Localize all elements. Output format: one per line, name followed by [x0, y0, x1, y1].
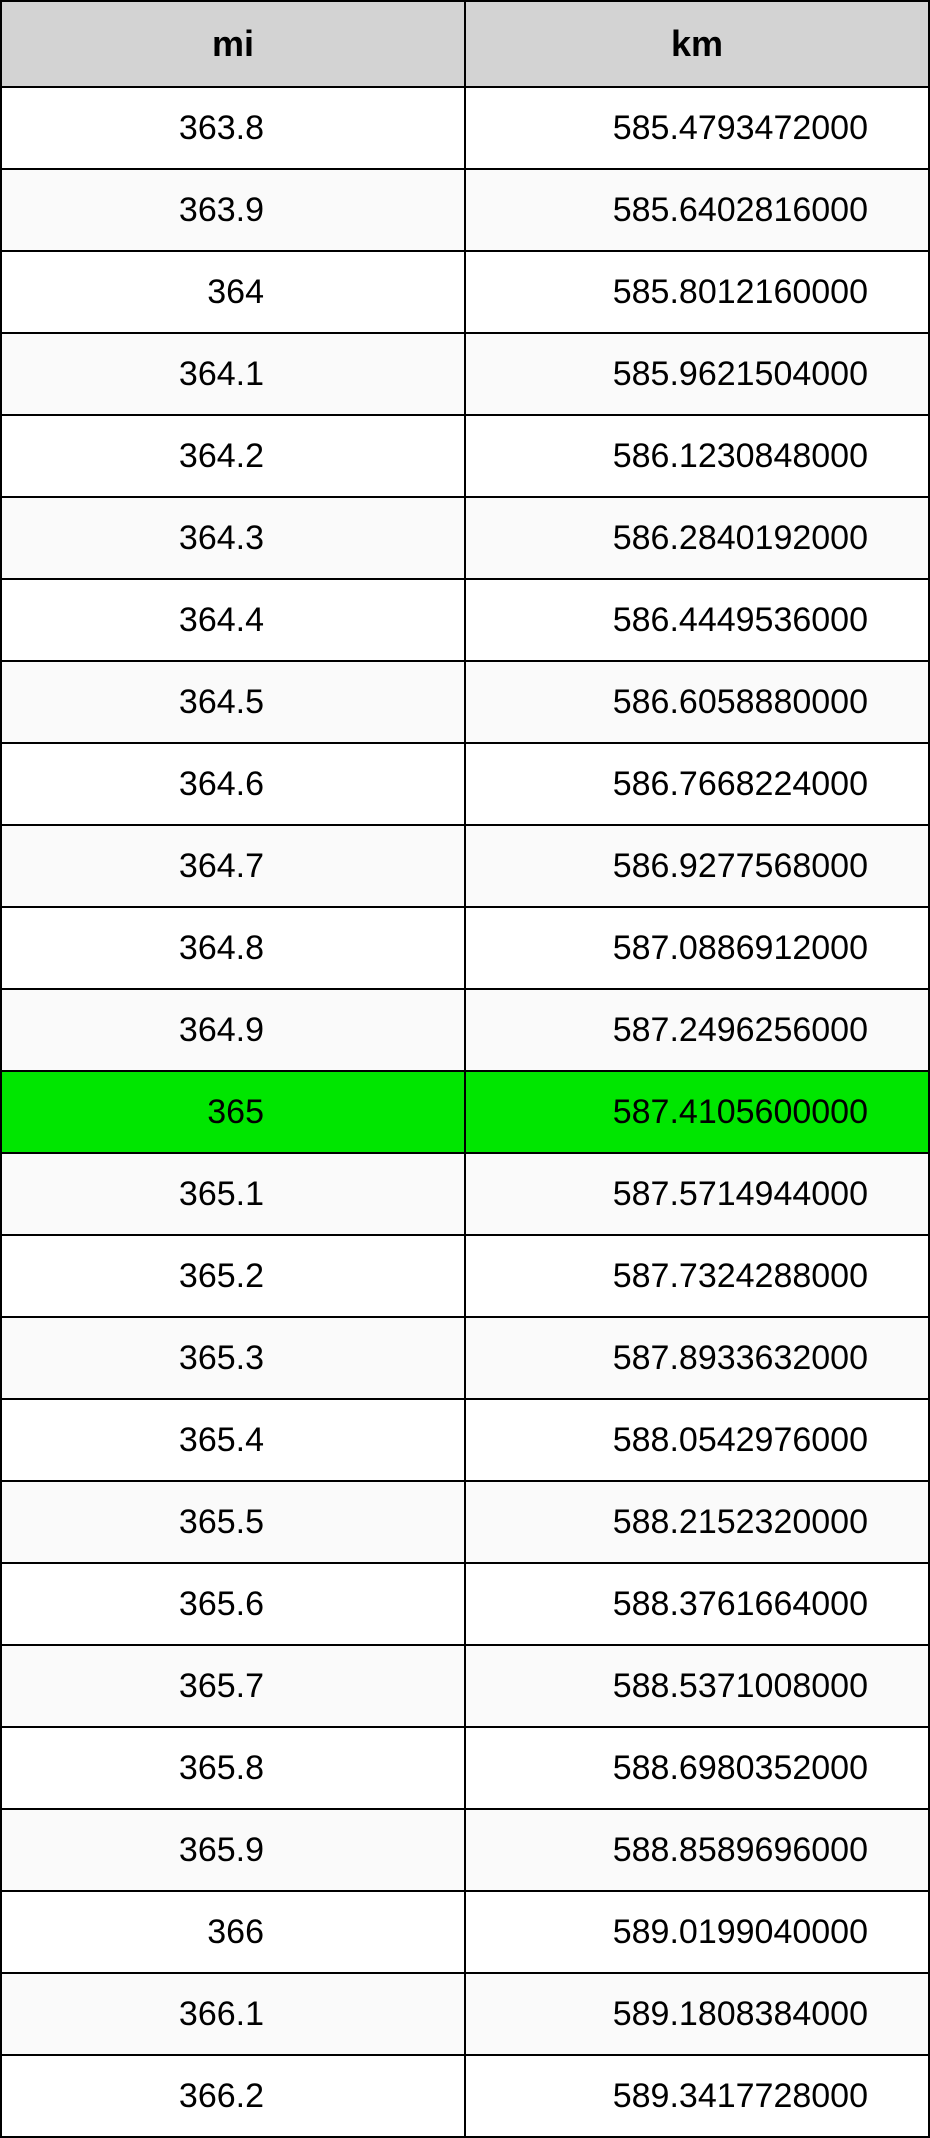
mi-cell: 365	[1, 1071, 465, 1153]
km-cell: 587.2496256000	[465, 989, 929, 1071]
mi-cell: 364.9	[1, 989, 465, 1071]
table-row: 364.1585.9621504000	[1, 333, 929, 415]
mi-cell: 366.2	[1, 2055, 465, 2137]
km-cell: 586.1230848000	[465, 415, 929, 497]
mi-cell: 365.4	[1, 1399, 465, 1481]
table-body: 363.8585.4793472000363.9585.640281600036…	[1, 87, 929, 2137]
table-row: 366.2589.3417728000	[1, 2055, 929, 2137]
km-cell: 589.1808384000	[465, 1973, 929, 2055]
mi-cell: 364.8	[1, 907, 465, 989]
mi-cell: 364.1	[1, 333, 465, 415]
km-cell: 587.4105600000	[465, 1071, 929, 1153]
mi-cell: 365.6	[1, 1563, 465, 1645]
table-row: 365587.4105600000	[1, 1071, 929, 1153]
km-cell: 588.2152320000	[465, 1481, 929, 1563]
table-row: 364.3586.2840192000	[1, 497, 929, 579]
km-cell: 586.4449536000	[465, 579, 929, 661]
km-cell: 587.8933632000	[465, 1317, 929, 1399]
km-cell: 588.8589696000	[465, 1809, 929, 1891]
km-cell: 585.4793472000	[465, 87, 929, 169]
mi-cell: 365.8	[1, 1727, 465, 1809]
mi-cell: 364.2	[1, 415, 465, 497]
km-cell: 586.7668224000	[465, 743, 929, 825]
table-header-row: mi km	[1, 1, 929, 87]
table-row: 364.2586.1230848000	[1, 415, 929, 497]
mi-cell: 365.2	[1, 1235, 465, 1317]
table-row: 364.4586.4449536000	[1, 579, 929, 661]
mi-cell: 365.3	[1, 1317, 465, 1399]
table-row: 364.6586.7668224000	[1, 743, 929, 825]
table-row: 366.1589.1808384000	[1, 1973, 929, 2055]
mi-cell: 364.3	[1, 497, 465, 579]
km-cell: 588.3761664000	[465, 1563, 929, 1645]
km-cell: 587.5714944000	[465, 1153, 929, 1235]
mi-cell: 364.6	[1, 743, 465, 825]
mi-cell: 365.5	[1, 1481, 465, 1563]
mi-cell: 365.9	[1, 1809, 465, 1891]
table-row: 365.9588.8589696000	[1, 1809, 929, 1891]
km-cell: 589.3417728000	[465, 2055, 929, 2137]
table-row: 364.9587.2496256000	[1, 989, 929, 1071]
table-row: 363.8585.4793472000	[1, 87, 929, 169]
km-cell: 588.5371008000	[465, 1645, 929, 1727]
mi-cell: 364	[1, 251, 465, 333]
mi-cell: 366.1	[1, 1973, 465, 2055]
km-cell: 587.7324288000	[465, 1235, 929, 1317]
mi-cell: 363.9	[1, 169, 465, 251]
km-cell: 586.2840192000	[465, 497, 929, 579]
column-header-km: km	[465, 1, 929, 87]
mi-cell: 366	[1, 1891, 465, 1973]
table-row: 364.5586.6058880000	[1, 661, 929, 743]
table-row: 365.5588.2152320000	[1, 1481, 929, 1563]
km-cell: 586.6058880000	[465, 661, 929, 743]
mi-cell: 365.1	[1, 1153, 465, 1235]
mi-cell: 364.5	[1, 661, 465, 743]
mi-cell: 364.4	[1, 579, 465, 661]
km-cell: 588.6980352000	[465, 1727, 929, 1809]
km-cell: 585.8012160000	[465, 251, 929, 333]
km-cell: 588.0542976000	[465, 1399, 929, 1481]
conversion-table: mi km 363.8585.4793472000363.9585.640281…	[0, 0, 930, 2138]
table-row: 365.7588.5371008000	[1, 1645, 929, 1727]
column-header-mi: mi	[1, 1, 465, 87]
km-cell: 585.6402816000	[465, 169, 929, 251]
mi-cell: 363.8	[1, 87, 465, 169]
table-row: 365.2587.7324288000	[1, 1235, 929, 1317]
table-row: 364.8587.0886912000	[1, 907, 929, 989]
km-cell: 586.9277568000	[465, 825, 929, 907]
km-cell: 585.9621504000	[465, 333, 929, 415]
table-row: 365.6588.3761664000	[1, 1563, 929, 1645]
km-cell: 589.0199040000	[465, 1891, 929, 1973]
table-row: 365.8588.6980352000	[1, 1727, 929, 1809]
mi-cell: 365.7	[1, 1645, 465, 1727]
table-row: 365.3587.8933632000	[1, 1317, 929, 1399]
table-row: 364.7586.9277568000	[1, 825, 929, 907]
mi-cell: 364.7	[1, 825, 465, 907]
table-row: 365.1587.5714944000	[1, 1153, 929, 1235]
km-cell: 587.0886912000	[465, 907, 929, 989]
table-row: 364585.8012160000	[1, 251, 929, 333]
table-row: 366589.0199040000	[1, 1891, 929, 1973]
table-row: 365.4588.0542976000	[1, 1399, 929, 1481]
table-row: 363.9585.6402816000	[1, 169, 929, 251]
